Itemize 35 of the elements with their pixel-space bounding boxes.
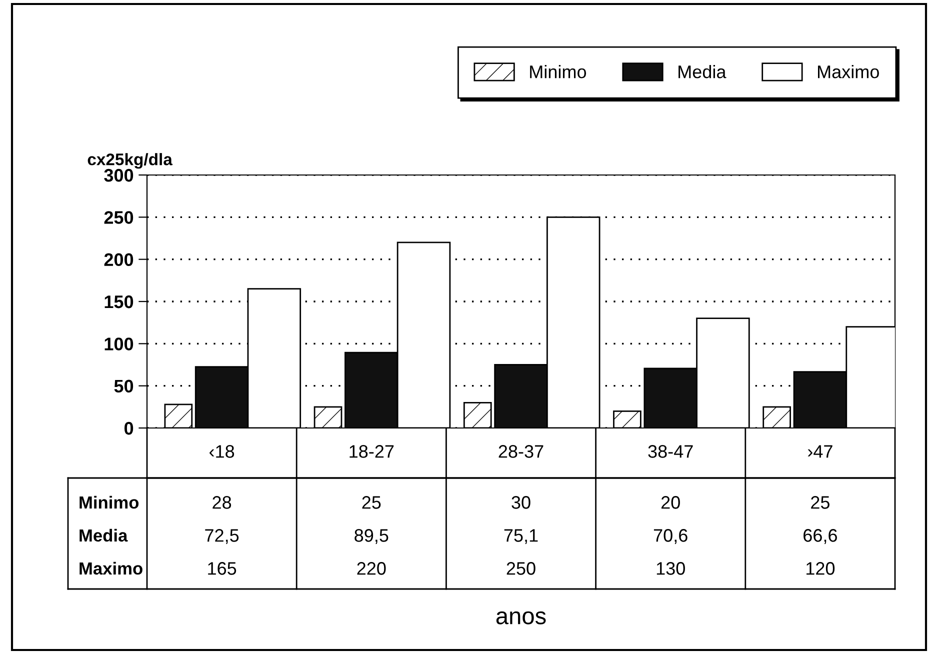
x-tick-label: 38-47	[648, 445, 693, 458]
y-tick-label: 0	[124, 422, 134, 435]
legend-label: Maximo	[818, 65, 879, 78]
x-tick-label: 18-27	[350, 445, 394, 458]
data-label: 165	[208, 562, 236, 575]
y-axis-title: cx25kg/dla	[88, 153, 173, 169]
y-tick-label: 50	[114, 380, 134, 393]
x-tick-label: ‹18	[210, 445, 234, 458]
data-label: 28	[212, 496, 232, 509]
data-label: 220	[357, 562, 386, 575]
text: Minimo	[80, 496, 139, 509]
legend-label: Media	[678, 65, 726, 78]
legend-label: Minimo	[530, 65, 586, 78]
data-label: 30	[512, 496, 530, 509]
y-tick-label: 100	[104, 338, 134, 350]
text: Media	[80, 528, 128, 542]
data-label: 75,1	[504, 529, 538, 544]
y-tick-label: 250	[104, 211, 134, 224]
y-tick-label: 300	[104, 168, 134, 182]
text: anos	[496, 611, 546, 624]
data-label: 72,5	[205, 529, 239, 544]
y-tick-label: 150	[104, 295, 134, 308]
x-tick-label: ›47	[808, 445, 832, 458]
data-label: 70,6	[654, 529, 688, 544]
text: Maximo	[80, 562, 142, 575]
data-label: 89,5	[354, 529, 388, 544]
data-label: 66,6	[804, 529, 837, 544]
x-tick-label: 28-37	[498, 445, 544, 458]
data-label: 120	[806, 562, 835, 575]
data-label: 25	[362, 496, 381, 509]
y-tick-label: 200	[104, 253, 134, 266]
data-label: 25	[811, 496, 830, 509]
data-label: 250	[506, 562, 536, 575]
data-label: 20	[661, 496, 680, 509]
data-label: 130	[656, 562, 685, 575]
